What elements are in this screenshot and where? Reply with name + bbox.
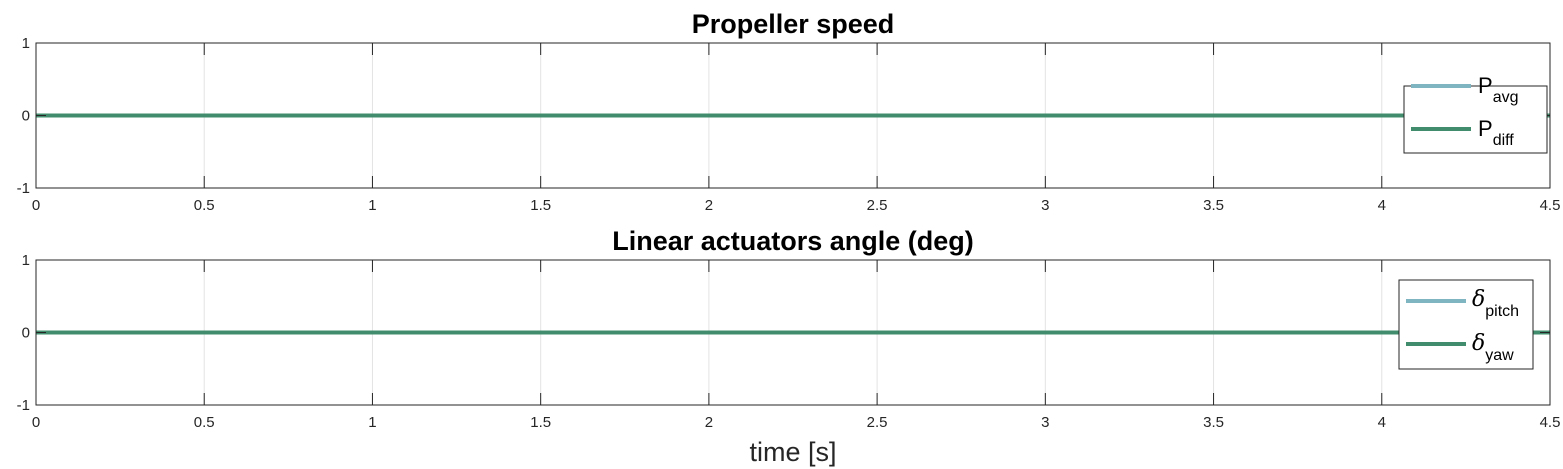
ticks: 0 0.5 1 1.5 2 2.5 3 3.5 4 4.5-101 (17, 252, 1561, 431)
x-tick-label: 4.5 (1540, 197, 1561, 214)
x-tick-label: 2.5 (867, 197, 888, 214)
chart-title: Propeller speed (692, 9, 895, 39)
x-tick-label: 2 (705, 197, 713, 214)
x-tick-label: 1 (368, 414, 376, 431)
legend-name: δ (1472, 287, 1485, 312)
legend-label-p-diff: Pdiff (1478, 116, 1514, 149)
x-tick-label: 0 (32, 197, 40, 214)
x-tick-label: 2 (705, 414, 713, 431)
x-tick-label: 3 (1041, 197, 1049, 214)
x-tick-label: 3.5 (1203, 414, 1224, 431)
legend-box (1403, 85, 1548, 154)
y-tick-label: 0 (22, 325, 30, 342)
chart-title: Linear actuators angle (deg) (612, 226, 974, 256)
x-tick-label: 3.5 (1203, 197, 1224, 214)
legend-subscript: yaw (1485, 347, 1514, 364)
x-tick-label: 0.5 (194, 197, 215, 214)
x-tick-label: 1.5 (530, 197, 551, 214)
x-tick-label: 1 (368, 197, 376, 214)
linear-actuators-angle-chart: Linear actuators angle (deg) 0 0.5 1 1.5 2 2.… (17, 226, 1561, 467)
x-tick-label: 3 (1041, 414, 1049, 431)
y-tick-label: 1 (22, 252, 30, 269)
ticks: 0 0.5 1 1.5 2 2.5 3 3.5 4 4.5-101 (17, 35, 1561, 214)
legend: Pavg Pdiff (1403, 73, 1548, 154)
legend: δpitch δyaw (1398, 279, 1534, 370)
x-tick-label: 4 (1378, 197, 1386, 214)
legend-subscript: avg (1493, 89, 1519, 106)
x-tick-label: 0 (32, 414, 40, 431)
y-tick-label: 0 (22, 108, 30, 125)
y-tick-label: -1 (17, 180, 30, 197)
legend-name: P (1478, 73, 1493, 98)
legend-name: δ (1472, 331, 1485, 356)
legend-label-delta-pitch: δpitch (1472, 287, 1519, 320)
legend-box (1398, 279, 1534, 370)
propeller-speed-chart: Propeller speed 0 0.5 1 1.5 2 2.5 3 3.5 4 4.5-101… (17, 9, 1561, 214)
y-tick-label: 1 (22, 35, 30, 52)
legend-label-delta-yaw: δyaw (1472, 331, 1514, 364)
y-tick-label: -1 (17, 397, 30, 414)
x-tick-label: 1.5 (530, 414, 551, 431)
x-tick-label: 4.5 (1540, 414, 1561, 431)
x-tick-label: 0.5 (194, 414, 215, 431)
x-tick-label: 2.5 (867, 414, 888, 431)
legend-name: P (1478, 116, 1493, 141)
legend-subscript: pitch (1485, 303, 1519, 320)
legend-label-p-avg: Pavg (1478, 73, 1518, 106)
legend-subscript: diff (1493, 132, 1515, 149)
x-tick-label: 4 (1378, 414, 1386, 431)
x-axis-label: time [s] (749, 437, 836, 467)
